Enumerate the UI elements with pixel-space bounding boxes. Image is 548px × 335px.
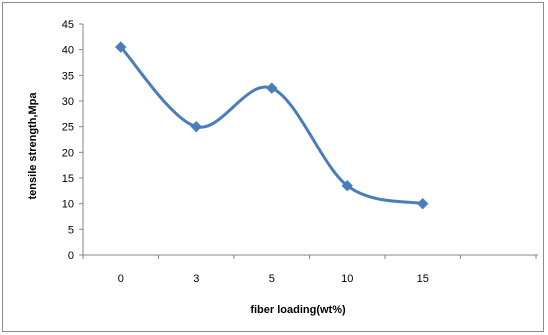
y-tick-label: 45 bbox=[62, 19, 74, 31]
y-axis-title: tensile strength,Mpa bbox=[27, 92, 39, 200]
series-plot bbox=[115, 41, 429, 210]
data-point-marker bbox=[266, 82, 278, 94]
x-tick-label: 0 bbox=[118, 273, 124, 285]
data-point-marker bbox=[341, 179, 353, 192]
data-point-marker bbox=[115, 41, 127, 53]
data-point-marker bbox=[417, 197, 429, 210]
y-tick-label: 10 bbox=[62, 199, 74, 211]
y-axis: 0 5 10 15 20 25 30 35 40 45 bbox=[62, 19, 84, 262]
series-line bbox=[119, 45, 425, 206]
y-tick-label: 15 bbox=[62, 173, 74, 185]
y-tick-label: 5 bbox=[68, 224, 74, 236]
y-tick-label: 0 bbox=[68, 250, 74, 262]
x-axis: 0 3 5 10 15 bbox=[82, 254, 538, 285]
y-tick-label: 20 bbox=[62, 147, 74, 159]
data-point-marker bbox=[190, 120, 202, 133]
x-tick-label: 3 bbox=[193, 273, 199, 285]
chart-frame bbox=[2, 2, 544, 332]
x-tick-label: 15 bbox=[417, 273, 429, 285]
x-tick-label: 10 bbox=[341, 273, 353, 285]
x-tick-label: 5 bbox=[269, 273, 275, 285]
y-tick-label: 35 bbox=[62, 70, 74, 82]
y-tick-label: 25 bbox=[62, 122, 74, 134]
y-tick-label: 40 bbox=[62, 45, 74, 57]
x-axis-title: fiber loading(wt%) bbox=[250, 304, 346, 316]
y-tick-label: 30 bbox=[62, 96, 74, 108]
